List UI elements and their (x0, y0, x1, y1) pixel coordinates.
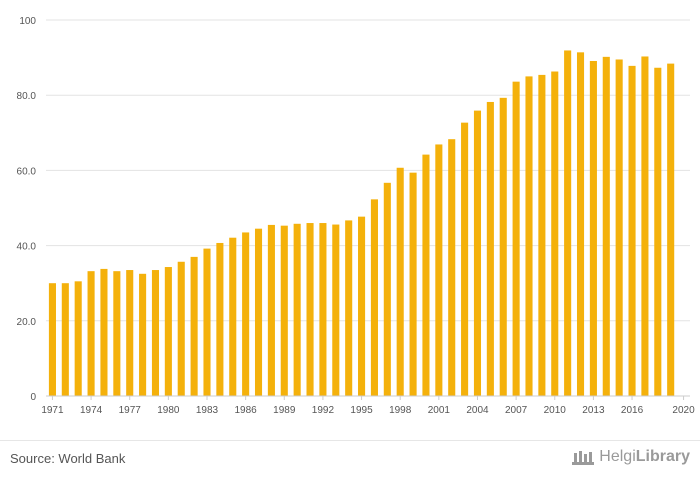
bar (319, 223, 327, 396)
bar (654, 67, 662, 396)
bar (242, 232, 250, 396)
y-tick-label: 80.0 (17, 91, 37, 102)
bar (576, 52, 585, 396)
bar (203, 248, 211, 396)
bar (113, 271, 121, 396)
bar (461, 122, 469, 396)
bar (267, 224, 275, 396)
x-tick-label: 1977 (119, 405, 142, 416)
bar (409, 172, 417, 396)
bar (667, 63, 675, 397)
bar (422, 154, 430, 396)
bar (87, 271, 95, 396)
bar (551, 71, 559, 397)
bar (370, 199, 378, 396)
library-icon (572, 451, 595, 465)
bar (293, 223, 301, 396)
bar (164, 267, 172, 396)
bar (358, 216, 366, 396)
x-tick-label: 2004 (466, 405, 489, 416)
x-tick-label: 1989 (273, 405, 296, 416)
x-tick-label: 1995 (350, 405, 373, 416)
x-tick-label: 1983 (196, 405, 219, 416)
bar (602, 56, 610, 397)
brand-name-bold: Library (635, 448, 690, 465)
bar (396, 167, 404, 396)
bar (499, 97, 507, 396)
chart-footer: Source: World Bank HelgiLibrary (0, 440, 700, 484)
x-tick-label: 1986 (235, 405, 258, 416)
y-tick-label: 40.0 (17, 242, 37, 253)
x-tick-label: 1992 (312, 405, 335, 416)
bar (48, 283, 56, 396)
bar (564, 50, 572, 397)
bar (74, 281, 82, 396)
x-tick-label: 2001 (428, 405, 451, 416)
x-tick-label: 1974 (80, 405, 103, 416)
bar (151, 270, 160, 396)
brand-name-light: Helgi (599, 448, 636, 465)
bar (615, 59, 623, 396)
bar (216, 242, 224, 396)
bar (589, 60, 597, 396)
x-tick-label: 1980 (157, 405, 180, 416)
bar (345, 220, 353, 396)
bar (280, 225, 288, 396)
bar (126, 270, 134, 396)
brand-logo[interactable]: HelgiLibrary (571, 448, 690, 466)
bar (61, 283, 69, 396)
x-tick-label: 2020 (672, 405, 695, 416)
bar (383, 182, 391, 396)
bar-chart: 0 20.0 40.0 60.0 80.0 100 1971 1974 1977 1980 1983… (17, 16, 696, 416)
bar (306, 223, 314, 396)
bar (628, 65, 636, 396)
bar (538, 74, 546, 396)
bar (486, 101, 494, 396)
x-tick-label: 2007 (505, 405, 528, 416)
bar (229, 237, 237, 396)
x-tick-label: 1971 (41, 405, 64, 416)
source-label: Source: World Bank (10, 451, 126, 466)
x-tick-label: 2010 (544, 405, 567, 416)
bar (525, 76, 533, 397)
x-tick-label: 2013 (582, 405, 605, 416)
y-tick-label: 0 (30, 392, 36, 403)
y-tick-label: 20.0 (17, 317, 37, 328)
bar (177, 261, 185, 396)
y-tick-label: 60.0 (17, 166, 37, 177)
bar (641, 56, 649, 397)
bar (512, 81, 520, 396)
brand-name: HelgiLibrary (599, 448, 690, 466)
bar (100, 268, 108, 396)
bar (254, 228, 263, 396)
x-tick-label: 1998 (389, 405, 412, 416)
bar (473, 110, 482, 396)
bar (332, 224, 340, 396)
bar (435, 144, 443, 396)
x-tick-label: 2016 (621, 405, 644, 416)
bar (448, 139, 456, 396)
y-tick-label: 100 (19, 16, 36, 27)
chart-svg: 0 20.0 40.0 60.0 80.0 100 1971 1974 1977 1980 1983… (17, 16, 696, 416)
bar (190, 256, 198, 396)
bar (139, 273, 147, 396)
